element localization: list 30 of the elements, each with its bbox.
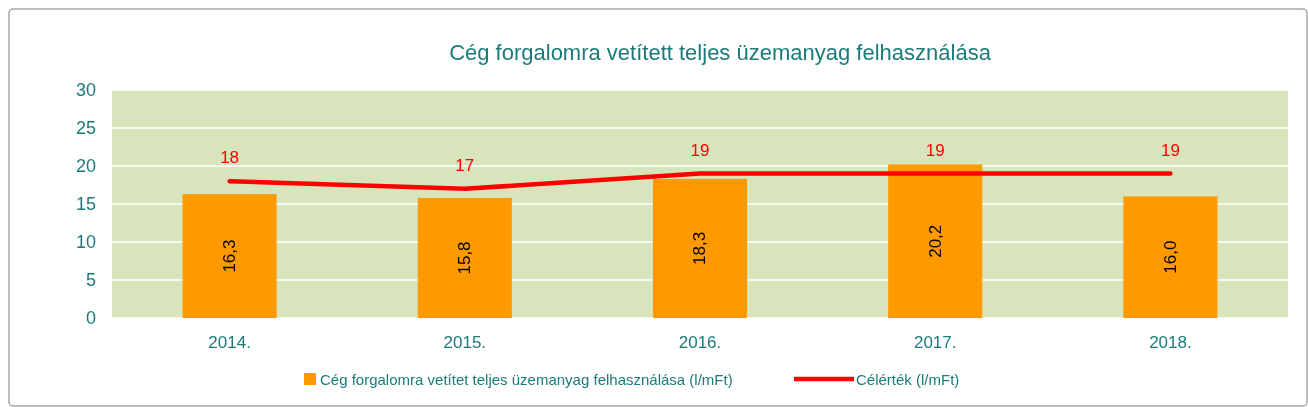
y-tick-label: 10 xyxy=(75,232,96,252)
data-label: 16,3 xyxy=(220,239,240,273)
bar xyxy=(417,197,512,318)
chart-title: Cég forgalomra vetített teljes üzemanyag felhasználása xyxy=(449,40,992,65)
legend-label: Célérték (l/mFt) xyxy=(856,370,960,388)
data-label: 15,8 xyxy=(455,241,475,275)
bar xyxy=(1123,196,1218,318)
data-label: 19 xyxy=(1160,140,1180,160)
x-tick-label: 2014. xyxy=(208,333,251,352)
data-label: 18,3 xyxy=(690,231,710,266)
bar xyxy=(888,164,983,318)
y-tick-label: 0 xyxy=(85,308,96,328)
bar xyxy=(182,194,277,318)
data-label: 16,0 xyxy=(1160,240,1180,274)
x-tick-label: 2016. xyxy=(678,333,722,352)
data-label: 19 xyxy=(925,140,945,160)
x-tick-label: 2018. xyxy=(1149,333,1192,352)
x-tick-label: 2017. xyxy=(913,333,957,352)
legend-label: Cég forgalomra vetítet teljes üzemanyag felhasználása (l/mFt) xyxy=(320,370,733,388)
bar xyxy=(652,178,748,318)
y-tick-label: 30 xyxy=(75,80,96,100)
data-label: 19 xyxy=(690,140,710,160)
y-tick-label: 20 xyxy=(75,156,96,176)
y-tick-label: 5 xyxy=(85,270,96,290)
data-label: 17 xyxy=(455,155,475,175)
y-tick-label: 15 xyxy=(75,194,96,214)
y-tick-label: 25 xyxy=(75,118,96,138)
data-label: 18 xyxy=(220,148,240,168)
x-tick-label: 2015. xyxy=(443,333,487,352)
data-label: 20,2 xyxy=(925,224,945,258)
